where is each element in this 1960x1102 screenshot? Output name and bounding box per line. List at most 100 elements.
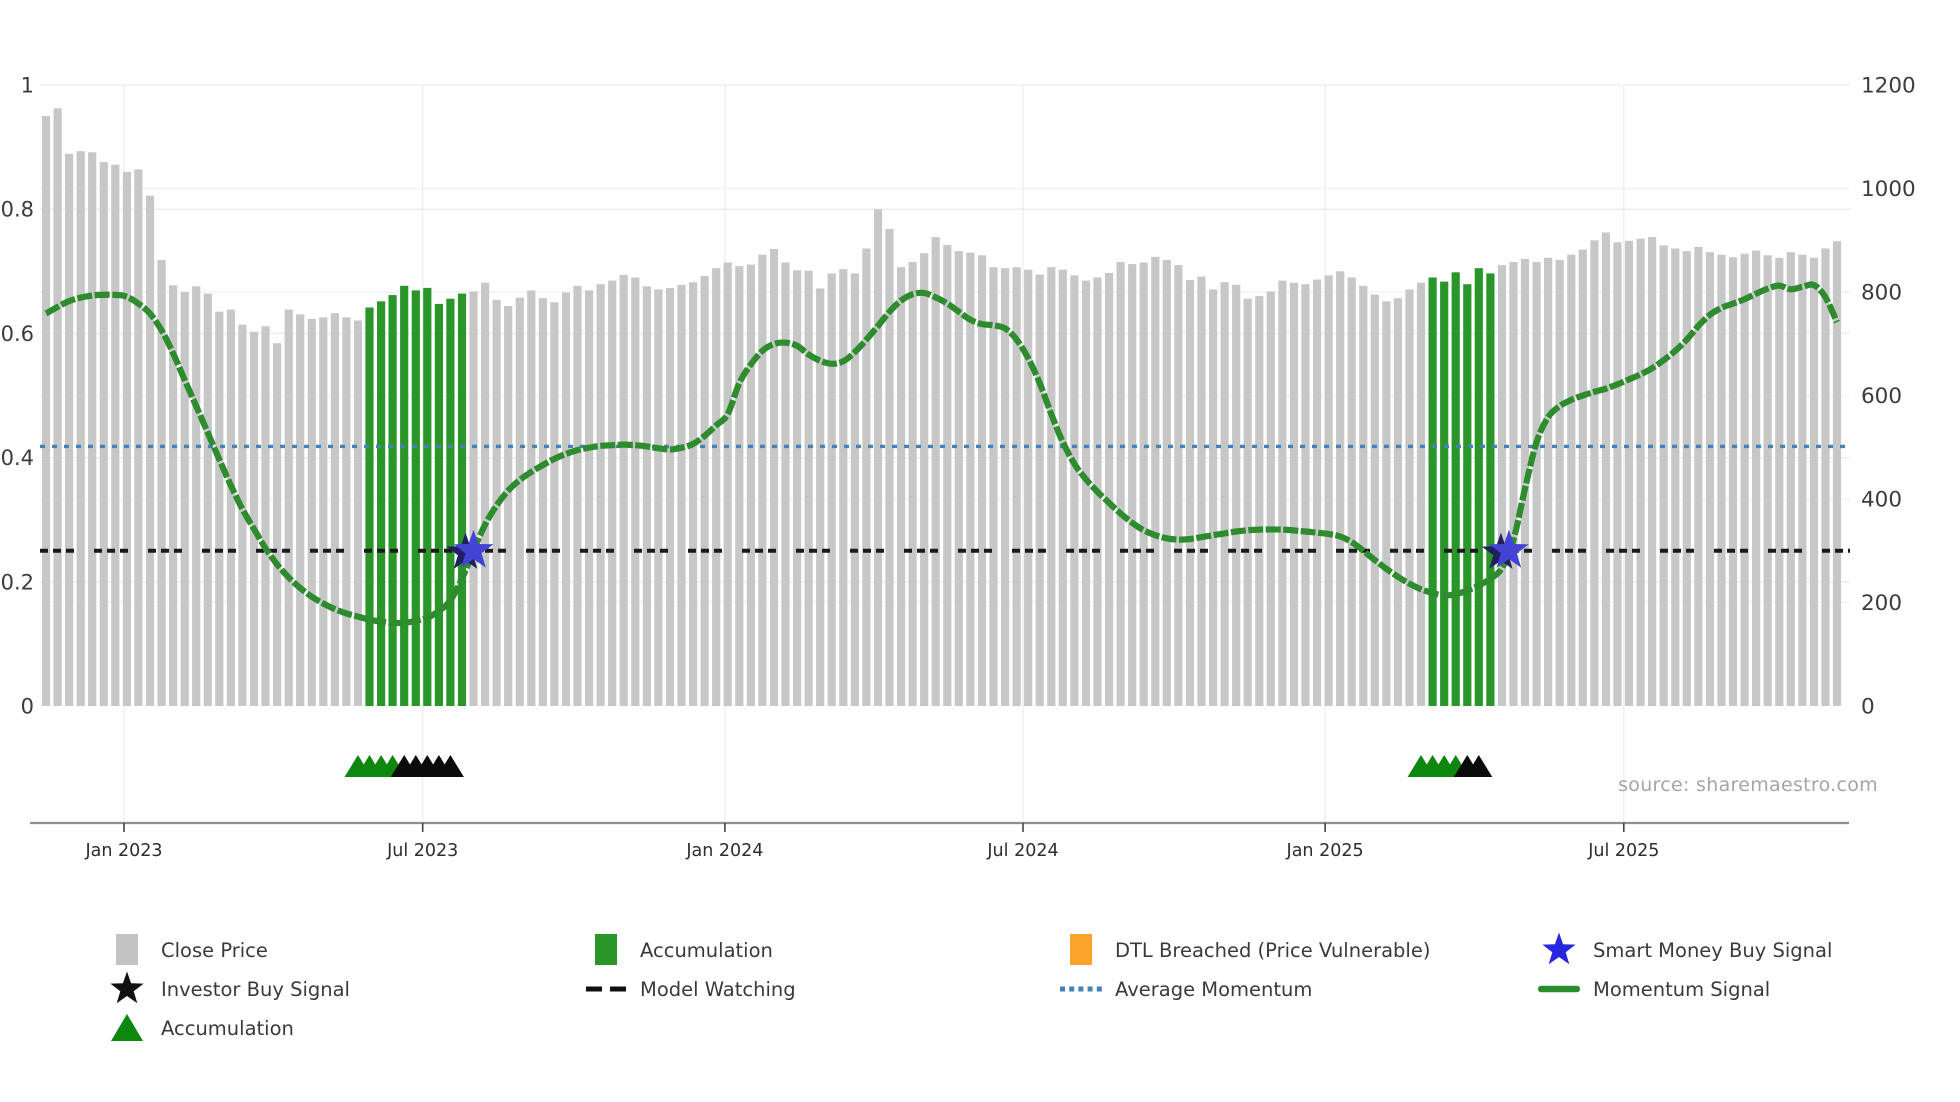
close-price-bar: [689, 282, 698, 706]
left-tick-label: 0: [21, 695, 34, 719]
close-price-bar: [99, 162, 108, 707]
close-price-bar: [1232, 284, 1241, 706]
close-price-bar: [1255, 296, 1264, 706]
accumulation-bar: [1463, 284, 1472, 706]
close-price-bar: [353, 320, 363, 706]
close-price-bar: [1001, 268, 1010, 706]
legend-label-momentum-signal: Momentum Signal: [1593, 977, 1771, 1001]
close-price-bar: [527, 290, 536, 706]
left-tick-label: 0.2: [1, 570, 34, 594]
close-price-bar: [573, 285, 582, 706]
right-tick-label: 600: [1861, 384, 1902, 409]
left-tick-label: 1: [21, 74, 34, 98]
accumulation-bar: [400, 285, 409, 706]
close-price-bar: [723, 262, 732, 706]
close-price-bar: [1012, 267, 1021, 706]
close-price-bar: [1289, 282, 1298, 706]
close-price-bar: [989, 267, 998, 706]
square-legend-marker-icon: [1070, 934, 1092, 965]
legend-label-smart-money-buy: Smart Money Buy Signal: [1593, 938, 1833, 962]
close-price-bar: [169, 285, 178, 706]
legend-label-accumulation-bar: Accumulation: [640, 938, 773, 962]
close-price-bar: [249, 331, 259, 706]
accumulation-bar: [1474, 268, 1483, 706]
accumulation-bar: [411, 290, 420, 706]
close-price-bar: [342, 317, 351, 706]
dashes-legend-marker-icon: [586, 986, 626, 992]
close-price-bar: [1047, 267, 1056, 706]
legend-item-momentum-signal: Momentum Signal: [1537, 970, 1770, 1008]
close-price-bar: [1740, 253, 1749, 706]
close-price-bar: [1058, 269, 1067, 706]
x-tick-label: Jul 2025: [1587, 841, 1659, 861]
legend-label-accumulation-tri: Accumulation: [161, 1016, 294, 1040]
close-price-bar: [931, 237, 940, 706]
close-price-bar: [758, 254, 767, 706]
close-price-bar: [862, 248, 871, 706]
close-price-bar: [677, 284, 686, 706]
accumulation-bar: [446, 298, 455, 706]
legend-label-average-momentum: Average Momentum: [1115, 977, 1313, 1001]
close-price-bar: [608, 280, 617, 706]
close-price-bar: [816, 288, 825, 706]
close-price-bar: [469, 291, 478, 706]
close-price-bar: [746, 264, 755, 706]
close-price-bar: [908, 262, 917, 706]
close-price-bar: [1671, 248, 1680, 706]
close-price-bar: [1590, 240, 1599, 707]
legend-item-close-price: Close Price: [105, 931, 268, 969]
close-price-bar: [1624, 240, 1634, 707]
x-tick-label: Jan 2023: [84, 841, 162, 861]
close-price-bar: [1648, 237, 1657, 706]
close-price-bar: [203, 293, 212, 706]
close-price-bar: [1081, 280, 1091, 706]
close-price-bar: [1728, 257, 1738, 706]
left-tick-label: 0.8: [1, 198, 34, 222]
legend-item-investor-buy: Investor Buy Signal: [105, 970, 350, 1008]
close-price-bar: [481, 282, 490, 706]
close-price-bar: [1197, 276, 1206, 706]
legend-item-accumulation-bar: Accumulation: [584, 931, 773, 969]
close-price-bar: [319, 317, 328, 706]
accumulation-bar: [1451, 272, 1460, 706]
close-price-bar: [665, 287, 675, 706]
close-price-bar: [65, 153, 74, 707]
close-price-bar: [1682, 251, 1691, 706]
legend-item-average-momentum: Average Momentum: [1059, 970, 1312, 1008]
close-price-bar: [1382, 301, 1391, 706]
close-price-bar: [1336, 271, 1345, 706]
close-price-bar: [1393, 298, 1402, 706]
close-price-bar: [1544, 257, 1553, 706]
close-price-bar: [307, 318, 316, 706]
close-price-bar: [943, 244, 952, 706]
close-price-bar: [920, 253, 929, 706]
smart-money-buy-signal-star: [1488, 529, 1529, 568]
close-price-bar: [180, 292, 189, 706]
close-price-bar: [1752, 250, 1761, 706]
close-price-bar: [631, 277, 640, 706]
close-price-bar: [1370, 294, 1379, 706]
close-price-bar: [1105, 272, 1114, 706]
close-price-bar: [873, 209, 883, 706]
close-price-bar: [1185, 280, 1194, 706]
close-price-bar: [1601, 232, 1610, 706]
x-axis-ticks: Jan 2023 Jul 2023 Jan 2024 Jul 2024 Jan 2025…: [84, 823, 1659, 861]
close-price-bar: [1717, 254, 1726, 706]
close-price-bar: [827, 273, 836, 706]
close-price-bar: [769, 249, 779, 706]
close-price-bar: [1705, 252, 1714, 706]
close-price-bar: [1775, 257, 1784, 706]
close-price-bar: [76, 151, 85, 706]
left-axis-labels: 0 0.2 0.4 0.6 0.8 1: [1, 74, 34, 719]
close-price-bar: [642, 286, 651, 706]
close-price-bar: [1659, 245, 1668, 706]
legend-label-dtl-breached: DTL Breached (Price Vulnerable): [1115, 938, 1431, 962]
close-price-bar: [793, 270, 802, 706]
accumulation-bar: [423, 287, 432, 706]
x-tick-label: Jul 2024: [986, 841, 1058, 861]
close-price-bar: [41, 116, 51, 707]
close-price-bar: [504, 306, 513, 706]
right-tick-label: 200: [1861, 591, 1902, 616]
legend-item-smart-money-buy: Smart Money Buy Signal: [1537, 931, 1832, 969]
star-legend-marker-icon: [110, 971, 144, 1004]
